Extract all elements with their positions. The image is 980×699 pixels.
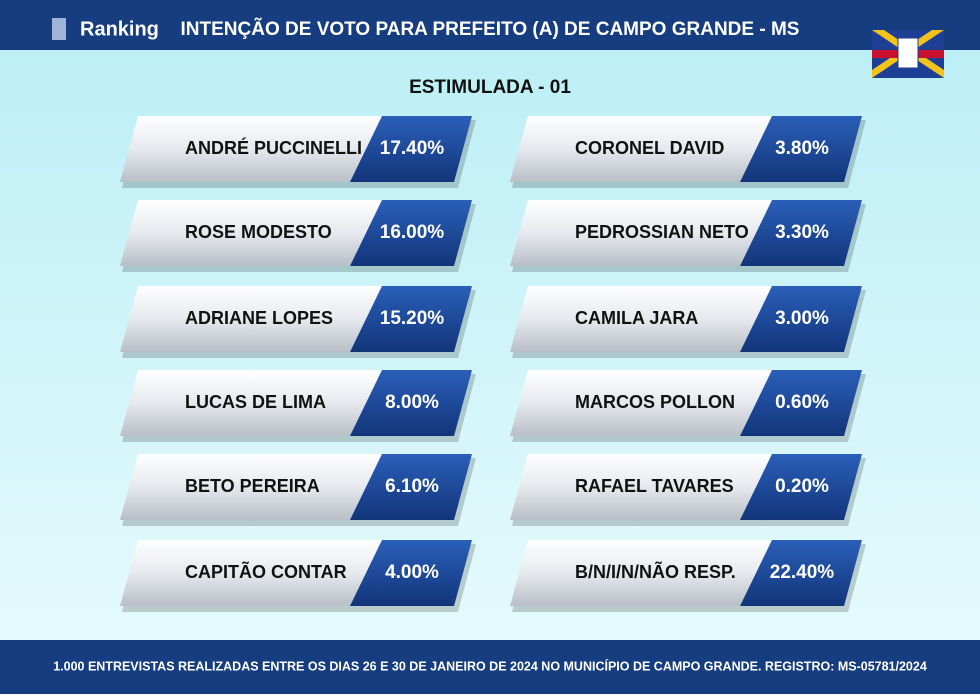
candidate-name: CORONEL DAVID xyxy=(575,138,724,158)
name-panel xyxy=(120,286,382,352)
candidate-value: 8.00% xyxy=(385,392,439,413)
logo: Ranking xyxy=(80,18,159,40)
candidate-value: 22.40% xyxy=(770,562,835,583)
name-panel xyxy=(120,540,382,606)
footer-band xyxy=(0,640,980,694)
name-panel xyxy=(120,454,382,520)
candidate-name: CAPITÃO CONTAR xyxy=(185,561,347,582)
candidate-name: BETO PEREIRA xyxy=(185,476,320,496)
value-panel xyxy=(350,200,472,266)
name-panel xyxy=(510,370,772,436)
candidate-name: CAMILA JARA xyxy=(575,308,698,328)
name-panel xyxy=(510,454,772,520)
value-panel xyxy=(740,116,862,182)
candidate-value: 17.40% xyxy=(380,138,445,159)
candidate-name: LUCAS DE LIMA xyxy=(185,392,326,412)
candidate-name: RAFAEL TAVARES xyxy=(575,476,734,496)
logo-icon xyxy=(52,18,66,40)
footer: 1.000 ENTREVISTAS REALIZADAS ENTRE OS DI… xyxy=(53,658,927,673)
cards: ANDRÉ PUCCINELLI 17.40% ROSE MODESTO 16.00%… xyxy=(120,116,866,612)
value-panel xyxy=(350,286,472,352)
value-panel xyxy=(350,370,472,436)
candidate-value: 3.30% xyxy=(775,222,829,243)
candidate-name: ROSE MODESTO xyxy=(185,222,332,242)
name-panel xyxy=(510,540,772,606)
subtitle: ESTIMULADA - 01 xyxy=(409,77,571,98)
candidate-name: PEDROSSIAN NETO xyxy=(575,222,749,242)
candidate-value: 4.00% xyxy=(385,562,439,583)
name-panel xyxy=(510,116,772,182)
candidate-value: 0.20% xyxy=(775,476,829,497)
name-panel xyxy=(120,116,382,182)
candidate-value: 3.00% xyxy=(775,308,829,329)
value-panel xyxy=(350,116,472,182)
flag xyxy=(872,30,944,78)
candidate-name: B/N/I/N/NÃO RESP. xyxy=(575,561,736,582)
value-panel xyxy=(740,540,862,606)
candidate-value: 0.60% xyxy=(775,392,829,413)
header-band xyxy=(0,0,980,50)
name-panel xyxy=(120,200,382,266)
name-panel xyxy=(510,286,772,352)
candidate-name: ADRIANE LOPES xyxy=(185,308,333,328)
candidate-name: ANDRÉ PUCCINELLI xyxy=(185,137,362,158)
name-panel xyxy=(120,370,382,436)
candidate-value: 6.10% xyxy=(385,476,439,497)
candidate-value: 16.00% xyxy=(380,222,445,243)
title: INTENÇÃO DE VOTO PARA PREFEITO (A) DE CA… xyxy=(181,18,800,40)
value-panel xyxy=(740,370,862,436)
value-panel xyxy=(740,454,862,520)
value-panel xyxy=(350,454,472,520)
value-panel xyxy=(350,540,472,606)
value-panel xyxy=(740,286,862,352)
name-panel xyxy=(510,200,772,266)
value-panel xyxy=(740,200,862,266)
candidate-value: 3.80% xyxy=(775,138,829,159)
candidate-value: 15.20% xyxy=(380,308,445,329)
candidate-name: MARCOS POLLON xyxy=(575,392,735,412)
